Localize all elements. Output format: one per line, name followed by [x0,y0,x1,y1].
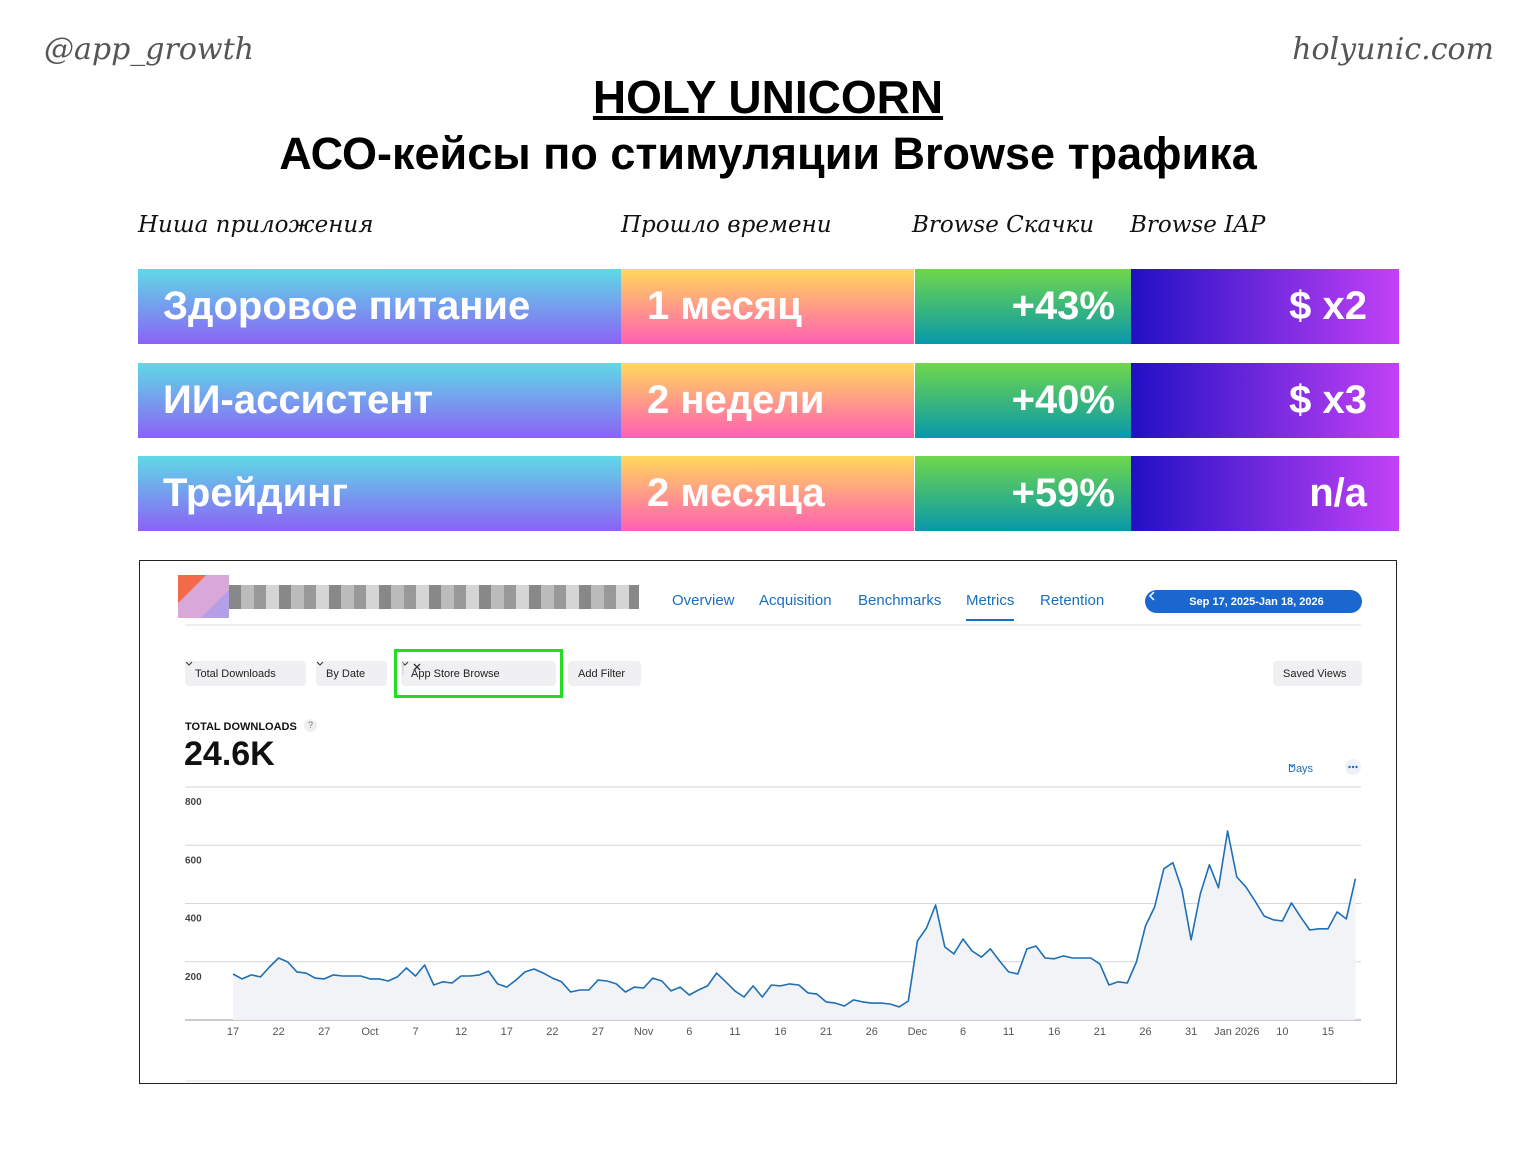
x-tick-label: 11 [1003,1026,1014,1038]
date-range[interactable]: Sep 17, 2025-Jan 18, 2026 [1145,590,1362,613]
remove-filter[interactable] [401,661,427,675]
x-tick-label: 7 [412,1026,418,1038]
x-tick-label: 11 [729,1026,740,1038]
x-tick-label: 6 [686,1026,692,1038]
cell: +40% [915,363,1131,438]
tab[interactable]: Metrics [966,592,1015,621]
interval-label: Days [1288,763,1314,775]
saved-views-label: Saved Views [1283,667,1347,680]
chevron [316,661,324,666]
column-header: Прошло времени [621,212,832,238]
interval[interactable]: Days [1288,763,1313,775]
metric-help[interactable]: ? [304,719,317,732]
filter[interactable]: By Date [316,661,387,686]
x-tick-label: 15 [1322,1026,1334,1038]
column-header: Browse Скачки [912,212,1095,238]
x-tick-label: 26 [1139,1026,1151,1038]
cell: +59% [915,456,1131,531]
tab[interactable]: Acquisition [759,592,832,609]
x-tick-label: Oct [361,1026,378,1038]
tab[interactable]: Overview [672,592,735,609]
x-tick-label: 27 [592,1026,604,1038]
chart: 200 400 600 800 17 22 27 Oct 7 12 17 22 27 Nov 6 11 16 21… [185,624,1361,1082]
cell: n/a [1131,456,1399,531]
x-tick-label: 16 [774,1026,786,1038]
tab[interactable]: Retention [1040,592,1105,609]
app-name-blurred [229,585,639,609]
x-tick-label: 16 [1048,1026,1060,1038]
y-tick-label: 200 [185,972,202,983]
x-tick-label: 12 [455,1026,467,1038]
date-range-label: Sep 17, 2025-Jan 18, 2026 [1189,595,1324,608]
x-tick-label: 21 [820,1026,832,1038]
x-tick-label: 10 [1276,1026,1288,1038]
add-filter-label: Add Filter [578,667,626,680]
site: holyunic.com [1292,32,1494,67]
chevron [1288,763,1296,768]
x-tick-label: 31 [1185,1026,1197,1038]
x-tick-label: 26 [866,1026,878,1038]
cell: +43% [915,269,1131,344]
cell: Трейдинг [138,456,621,531]
more-menu[interactable] [1345,759,1361,775]
filter[interactable]: App Store Browse [401,661,556,686]
chevron [185,661,193,666]
saved-views[interactable]: Saved Views [1273,661,1362,686]
x-tick-label: 22 [273,1026,285,1038]
screenshot: 200 400 600 800 17 22 27 Oct 7 12 17 22 27 Nov 6 11 16 21… [139,560,1397,1084]
x-tick-label: Jan 2026 [1214,1026,1259,1038]
cell: ИИ-ассистент [138,363,621,438]
x-tick-label: 27 [318,1026,330,1038]
filter-label: Total Downloads [195,667,276,680]
column-header: Browse IAP [1130,212,1266,238]
tab[interactable]: Benchmarks [858,592,942,609]
cell: $ x2 [1131,269,1399,344]
area [233,831,1356,1020]
x-tick-label: Dec [908,1026,928,1038]
y-tick-label: 800 [185,797,202,808]
x-tick-label: 6 [960,1026,966,1038]
column-header: Ниша приложения [138,212,374,238]
filter-label: App Store Browse [411,667,500,680]
subtitle: АСО-кейсы по стимуляции Browse трафика [279,128,1257,179]
cell: 2 недели [621,363,914,438]
cell: Здоровое питание [138,269,621,344]
cell: 2 месяца [621,456,914,531]
add-filter[interactable]: Add Filter [568,661,641,686]
highlight-box [394,649,563,698]
cell: $ x3 [1131,363,1399,438]
metric-label: TOTAL DOWNLOADS [185,721,297,733]
title: HOLY UNICORN [592,71,944,123]
metric-value: 24.6K [184,735,275,773]
filter-label: By Date [326,667,366,680]
line [232,830,1357,1008]
app-icon-blurred [178,575,229,618]
handle: @app_growth [44,32,254,67]
x-tick-label: 22 [546,1026,558,1038]
y-tick-label: 400 [185,914,202,925]
x-tick-label: 17 [501,1026,513,1038]
filter[interactable]: Total Downloads [185,661,306,686]
chevron-left [1148,591,1155,601]
x-tick-label: Nov [634,1026,654,1038]
x-tick-label: 17 [227,1026,239,1038]
x-tick-label: 21 [1094,1026,1106,1038]
y-tick-label: 600 [185,855,202,866]
cell: 1 месяц [621,269,914,344]
